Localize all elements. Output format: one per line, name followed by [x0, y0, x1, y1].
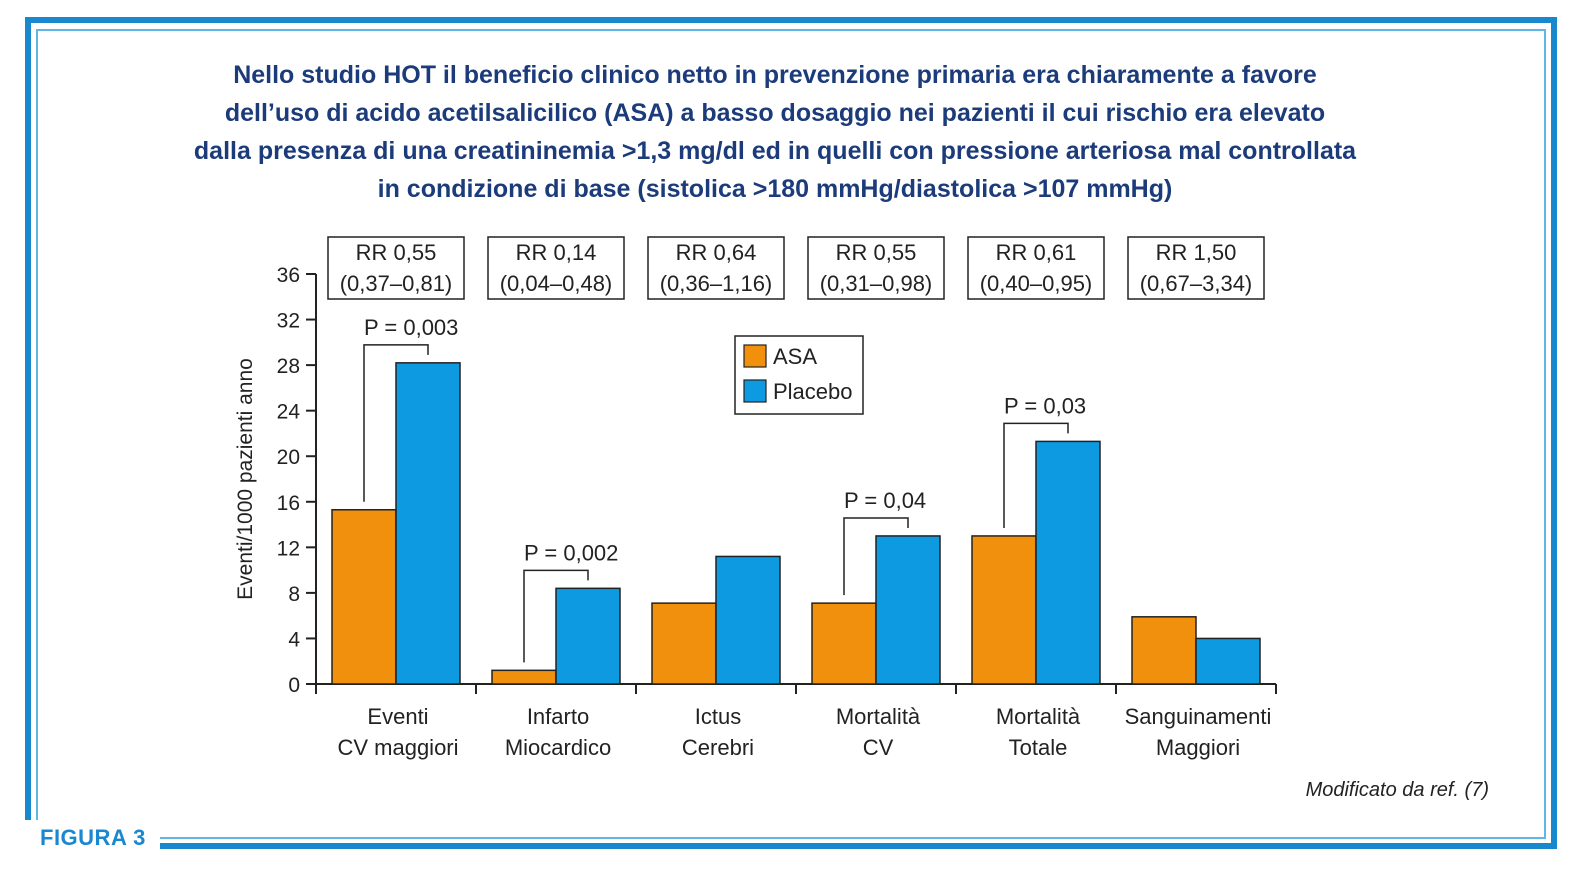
category-label: CV maggiori — [337, 735, 458, 760]
p-value-bracket — [843, 517, 909, 596]
y-tick-label: 0 — [288, 674, 300, 697]
rr-box — [647, 236, 785, 300]
legend-swatch-placebo — [743, 379, 767, 403]
rr-box — [807, 236, 945, 300]
bar-asa — [651, 602, 717, 685]
source-note: Modificato da ref. (7) — [1305, 779, 1489, 801]
category-label: Ictus — [695, 704, 741, 729]
bar-placebo — [1195, 637, 1261, 685]
category-label: Eventi — [367, 704, 428, 729]
bar-placebo — [875, 535, 941, 685]
rr-value: RR 0,55 — [356, 240, 437, 265]
title-line: dalla presenza di una creatininemia >1,3… — [193, 137, 1357, 165]
chart-title: Nello studio HOT il beneficio clinico ne… — [60, 56, 1490, 208]
bar-asa — [971, 535, 1037, 685]
p-value-bracket — [363, 344, 429, 502]
bar-placebo — [1035, 440, 1101, 685]
rr-ci: (0,67–3,34) — [1140, 271, 1253, 296]
rr-value: RR 0,61 — [996, 240, 1077, 265]
rr-ci: (0,37–0,81) — [340, 271, 453, 296]
category-label: CV — [863, 735, 894, 760]
bar-placebo — [715, 555, 781, 685]
rr-box — [967, 236, 1105, 300]
y-tick-label: 32 — [277, 310, 300, 333]
y-tick-label: 20 — [277, 446, 300, 469]
category-label: Infarto — [527, 704, 589, 729]
rr-ci: (0,31–0,98) — [820, 271, 933, 296]
rr-ci: (0,40–0,95) — [980, 271, 1093, 296]
rr-value: RR 0,64 — [676, 240, 757, 265]
title-line: Nello studio HOT il beneficio clinico ne… — [233, 61, 1317, 89]
figure-label: FIGURA 3 — [40, 825, 146, 850]
title-line: in condizione di base (sistolica >180 mm… — [377, 175, 1173, 203]
category-label: Totale — [1009, 735, 1068, 760]
bar-placebo — [395, 362, 461, 685]
bar-placebo — [555, 587, 621, 685]
rr-value: RR 0,14 — [516, 240, 597, 265]
y-tick-label: 16 — [277, 492, 300, 515]
p-value-label: P = 0,003 — [364, 315, 458, 340]
outer-frame — [25, 17, 1557, 849]
category-label: Maggiori — [1156, 735, 1240, 760]
bar-asa — [811, 602, 877, 685]
bar-asa — [491, 669, 557, 685]
category-label: Mortalità — [836, 704, 921, 729]
y-tick-label: 4 — [288, 628, 300, 651]
legend-swatch-asa — [743, 344, 767, 368]
y-tick-label: 28 — [277, 355, 300, 378]
category-label: Miocardico — [505, 735, 611, 760]
p-value-label: P = 0,03 — [1004, 393, 1086, 418]
rr-value: RR 0,55 — [836, 240, 917, 265]
category-label: Cerebri — [682, 735, 754, 760]
rr-ci: (0,36–1,16) — [660, 271, 773, 296]
rr-ci: (0,04–0,48) — [500, 271, 613, 296]
y-axis-label: Eventi/1000 pazienti anno — [234, 358, 257, 600]
inner-frame — [36, 29, 1546, 839]
y-tick-label: 12 — [277, 537, 300, 560]
frame-label-gap — [20, 820, 160, 860]
y-tick-label: 8 — [288, 583, 300, 606]
rr-box — [327, 236, 465, 300]
p-value-bracket — [1003, 422, 1069, 528]
p-value-label: P = 0,04 — [844, 488, 926, 513]
y-tick-label: 24 — [277, 401, 301, 424]
legend-label: ASA — [773, 344, 817, 369]
bar-asa — [331, 509, 397, 685]
bar-asa — [1131, 616, 1197, 685]
rr-value: RR 1,50 — [1156, 240, 1237, 265]
rr-box — [1127, 236, 1265, 300]
legend-label: Placebo — [773, 379, 853, 404]
p-value-label: P = 0,002 — [524, 540, 618, 565]
y-tick-label: 36 — [277, 264, 300, 287]
rr-box — [487, 236, 625, 300]
p-value-bracket — [523, 569, 589, 663]
category-label: Mortalità — [996, 704, 1081, 729]
category-label: Sanguinamenti — [1125, 704, 1272, 729]
title-line: dell’uso di acido acetilsalicilico (ASA)… — [224, 99, 1326, 127]
